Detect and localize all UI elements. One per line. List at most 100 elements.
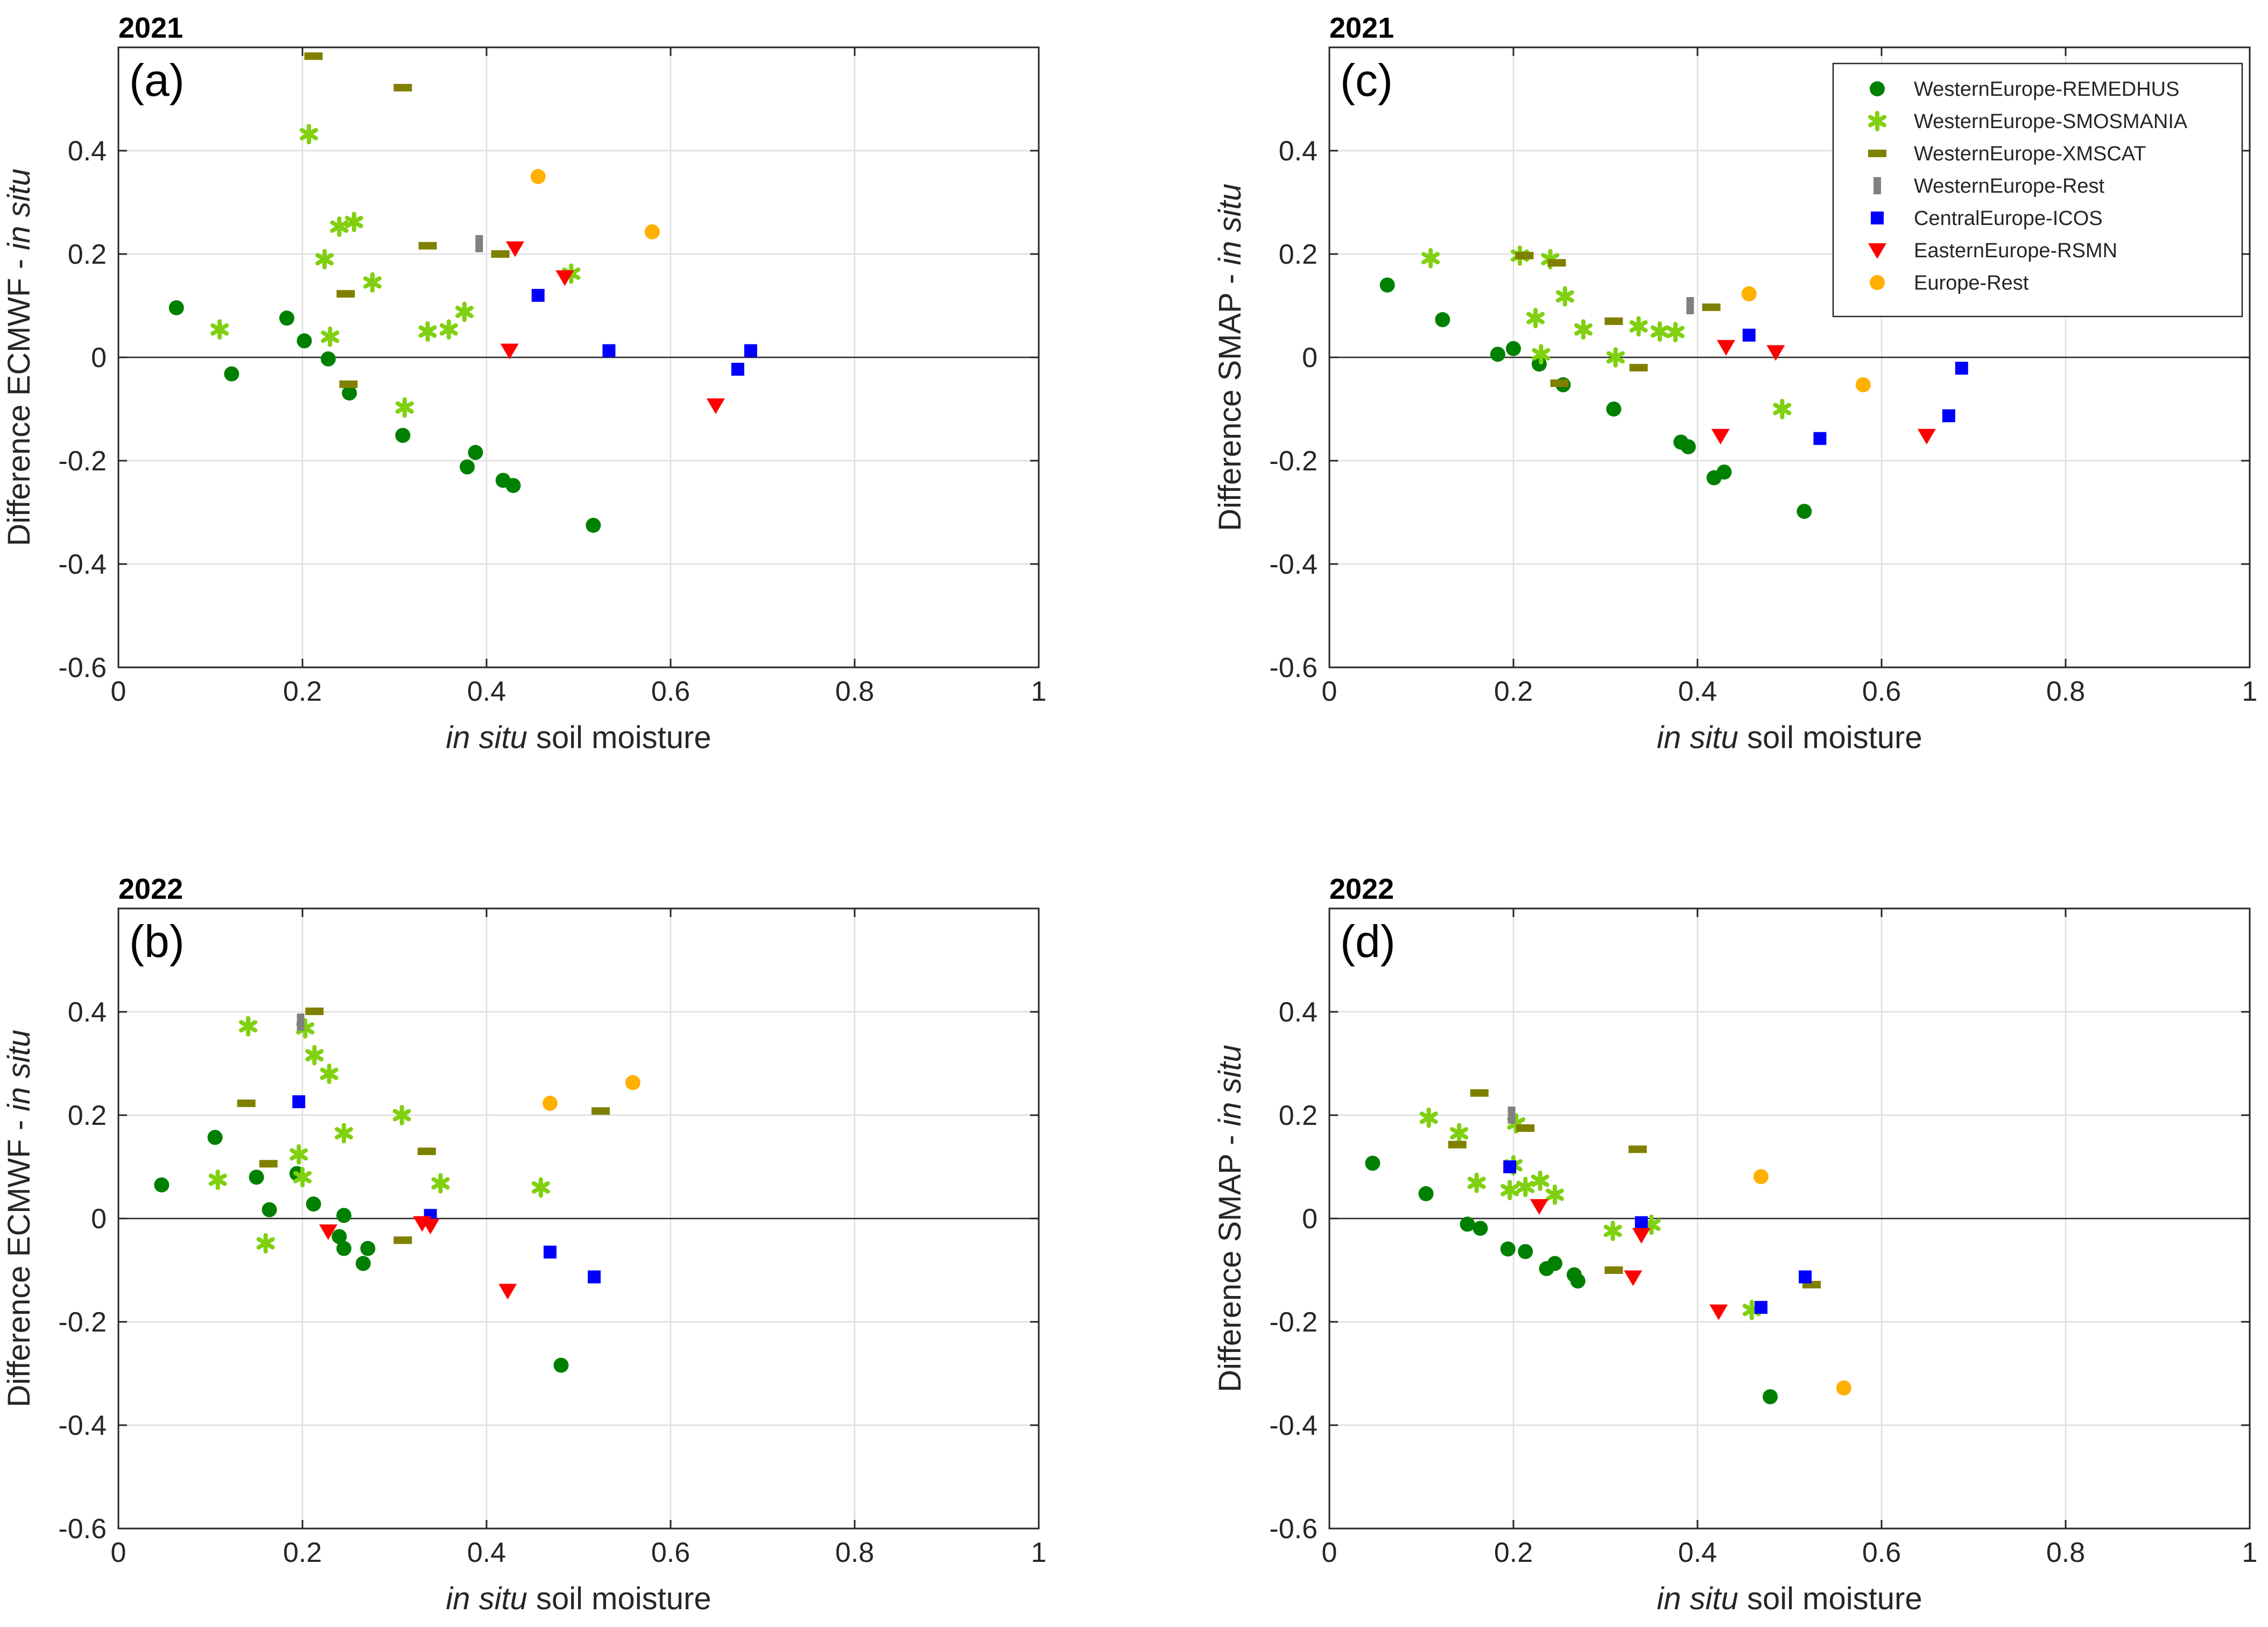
data-point bbox=[299, 124, 318, 145]
data-point bbox=[1532, 344, 1551, 365]
data-point bbox=[344, 212, 363, 233]
data-point bbox=[315, 249, 334, 270]
plot-frame bbox=[117, 46, 1040, 668]
y-tick-label: 0 bbox=[91, 342, 107, 374]
panel-b: 0 0.2 0.4 0.6 0.8 1 -0.6 -0.4 -0.2 0 0.2 0.4 2022 (b)… bbox=[2, 873, 1046, 1616]
data-point bbox=[1604, 317, 1623, 325]
data-point bbox=[531, 288, 545, 302]
data-point bbox=[297, 1013, 305, 1031]
data-point bbox=[1917, 428, 1936, 445]
data-point bbox=[1418, 1186, 1434, 1201]
data-point bbox=[249, 1170, 264, 1185]
data-point bbox=[455, 301, 474, 322]
data-point bbox=[339, 380, 358, 388]
data-point bbox=[1506, 341, 1521, 356]
x-tick-label: 0.6 bbox=[651, 676, 690, 707]
data-point bbox=[262, 1202, 277, 1217]
year-title: 2021 bbox=[1329, 12, 1394, 44]
legend-marker bbox=[1870, 275, 1885, 290]
series-easterneurope-rsmn bbox=[500, 241, 725, 414]
x-axis-label: in situ soil moisture bbox=[446, 1581, 711, 1616]
data-point bbox=[491, 250, 510, 258]
data-point bbox=[1419, 1107, 1438, 1128]
panel-label: (d) bbox=[1340, 916, 1396, 967]
x-tick-label: 1 bbox=[1031, 676, 1047, 707]
data-point bbox=[1604, 1266, 1623, 1274]
series-westerneurope-xmscat bbox=[1448, 1089, 1821, 1288]
data-point bbox=[602, 344, 616, 357]
data-point bbox=[1379, 277, 1395, 293]
data-point bbox=[1515, 251, 1534, 259]
x-tick-label: 0.2 bbox=[283, 676, 322, 707]
series-westerneurope-remedhus bbox=[154, 1130, 569, 1373]
data-point bbox=[1448, 1140, 1467, 1149]
y-tick-label: -0.4 bbox=[58, 549, 107, 580]
y-tick-label: -0.2 bbox=[1269, 446, 1318, 477]
data-point bbox=[360, 1241, 376, 1256]
data-point bbox=[1741, 286, 1757, 301]
y-tick-label: 0 bbox=[91, 1203, 107, 1235]
data-point bbox=[1624, 1270, 1643, 1286]
data-point bbox=[332, 1229, 347, 1244]
data-point bbox=[1550, 379, 1569, 387]
x-tick-label: 0.8 bbox=[835, 1537, 874, 1568]
series-westerneurope-remedhus bbox=[1379, 277, 1812, 519]
data-point bbox=[439, 319, 458, 340]
panel-c: 0 0.2 0.4 0.6 0.8 1 -0.6 -0.4 -0.2 0 0.2 0.4 2021 (c)… bbox=[1213, 12, 2257, 755]
series-westerneurope-rest bbox=[1508, 1107, 1516, 1124]
data-point bbox=[1516, 1124, 1535, 1132]
data-point bbox=[1629, 316, 1648, 337]
data-point bbox=[224, 366, 240, 382]
x-tick-label: 0.2 bbox=[1494, 676, 1533, 707]
data-point bbox=[1603, 1221, 1622, 1242]
data-point bbox=[1629, 364, 1648, 372]
x-tick-label: 0 bbox=[1322, 676, 1337, 707]
series-westerneurope-remedhus bbox=[1365, 1156, 1778, 1405]
data-point bbox=[334, 1123, 353, 1144]
data-point bbox=[363, 272, 382, 293]
data-point bbox=[1836, 1380, 1851, 1396]
data-point bbox=[731, 363, 744, 376]
data-point bbox=[305, 1045, 324, 1066]
data-point bbox=[1742, 328, 1756, 342]
x-tick-label: 0 bbox=[1322, 1537, 1337, 1568]
data-point bbox=[237, 1099, 256, 1107]
series-westerneurope-xmscat bbox=[304, 52, 510, 388]
x-tick-label: 0.8 bbox=[835, 676, 874, 707]
data-point bbox=[1503, 1160, 1517, 1173]
x-axis-label: in situ soil moisture bbox=[1657, 720, 1922, 755]
x-tick-label: 0 bbox=[111, 1537, 126, 1568]
year-title: 2021 bbox=[118, 12, 183, 44]
data-point bbox=[1508, 1107, 1516, 1124]
data-point bbox=[392, 1105, 411, 1125]
y-tick-label: -0.6 bbox=[58, 652, 107, 684]
x-tick-label: 0.4 bbox=[467, 676, 506, 707]
x-tick-label: 0.4 bbox=[1678, 1537, 1717, 1568]
data-point bbox=[1606, 402, 1622, 417]
data-point bbox=[168, 300, 184, 315]
data-point bbox=[293, 1167, 312, 1188]
y-axis-label: Difference SMAP - in situ bbox=[1213, 1045, 1248, 1392]
panel-label: (c) bbox=[1340, 55, 1393, 105]
legend-label: CentralEurope-ICOS bbox=[1914, 207, 2103, 230]
data-point bbox=[1702, 303, 1721, 311]
data-point bbox=[475, 235, 483, 252]
y-tick-label: -0.2 bbox=[58, 1307, 107, 1338]
data-point bbox=[1942, 409, 1955, 422]
x-tick-label: 0.2 bbox=[1494, 1537, 1533, 1568]
y-axis-label: Difference ECMWF - in situ bbox=[2, 168, 37, 546]
series-easterneurope-rsmn bbox=[1711, 340, 1936, 445]
y-tick-label: 0 bbox=[1302, 342, 1318, 374]
y-tick-label: 0.4 bbox=[1279, 997, 1318, 1028]
y-tick-label: 0.2 bbox=[1279, 239, 1318, 270]
data-point bbox=[1545, 1184, 1564, 1205]
series-europe-rest bbox=[542, 1075, 640, 1111]
x-tick-label: 1 bbox=[2242, 676, 2258, 707]
series-europe-rest bbox=[530, 169, 660, 240]
panel-d: 0 0.2 0.4 0.6 0.8 1 -0.6 -0.4 -0.2 0 0.2 0.4 2022 (d)… bbox=[1213, 873, 2257, 1616]
plot-frame bbox=[117, 907, 1040, 1530]
data-point bbox=[393, 1236, 412, 1244]
data-point bbox=[395, 397, 414, 418]
series-westerneurope-smosmania bbox=[208, 1016, 550, 1254]
